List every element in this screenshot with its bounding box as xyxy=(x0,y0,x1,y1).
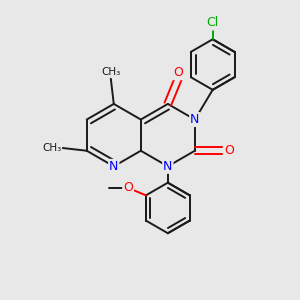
Text: O: O xyxy=(123,182,133,194)
Text: N: N xyxy=(109,160,119,173)
Text: Cl: Cl xyxy=(207,16,219,29)
Text: O: O xyxy=(173,66,183,79)
Text: CH₃: CH₃ xyxy=(42,143,61,153)
Text: CH₃: CH₃ xyxy=(101,67,120,77)
Text: N: N xyxy=(163,160,172,173)
Text: O: O xyxy=(225,144,235,157)
Text: N: N xyxy=(190,113,200,126)
